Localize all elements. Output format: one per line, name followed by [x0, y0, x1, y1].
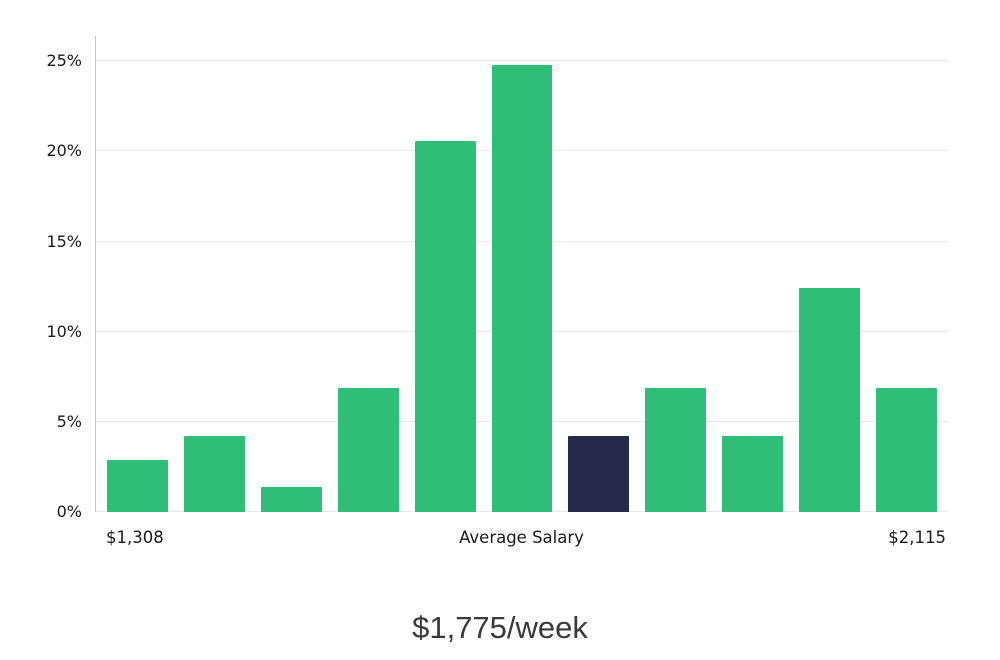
x-axis-label-average-salary: Average Salary	[459, 528, 584, 547]
bar	[876, 387, 937, 512]
y-axis-tick-label: 15%	[46, 231, 82, 251]
y-axis-tick-label: 25%	[46, 51, 82, 71]
bar	[722, 436, 784, 512]
plot-area: 0% 5% 10% 15% 20% 25%	[46, 36, 948, 520]
bar	[491, 64, 553, 512]
y-axis-tick-label: 10%	[46, 321, 82, 341]
bar	[337, 387, 399, 512]
gridline	[96, 60, 948, 62]
x-axis-label-max: $2,115	[888, 528, 946, 547]
y-axis-tick-label: 5%	[56, 411, 82, 431]
bar	[645, 387, 707, 512]
bar	[107, 459, 168, 512]
y-axis-tick-label: 20%	[46, 141, 82, 161]
y-axis-tick-label: 0%	[56, 502, 82, 521]
bar-series	[96, 36, 948, 512]
bar	[183, 436, 245, 512]
x-axis-labels: $1,308 Average Salary $2,115	[95, 528, 948, 552]
bar	[414, 140, 476, 512]
bar	[260, 486, 322, 512]
x-axis-label-min: $1,308	[106, 528, 164, 547]
bar	[799, 288, 861, 512]
highlighted-bar	[568, 436, 630, 512]
average-salary-caption: $1,775/week	[412, 610, 588, 645]
